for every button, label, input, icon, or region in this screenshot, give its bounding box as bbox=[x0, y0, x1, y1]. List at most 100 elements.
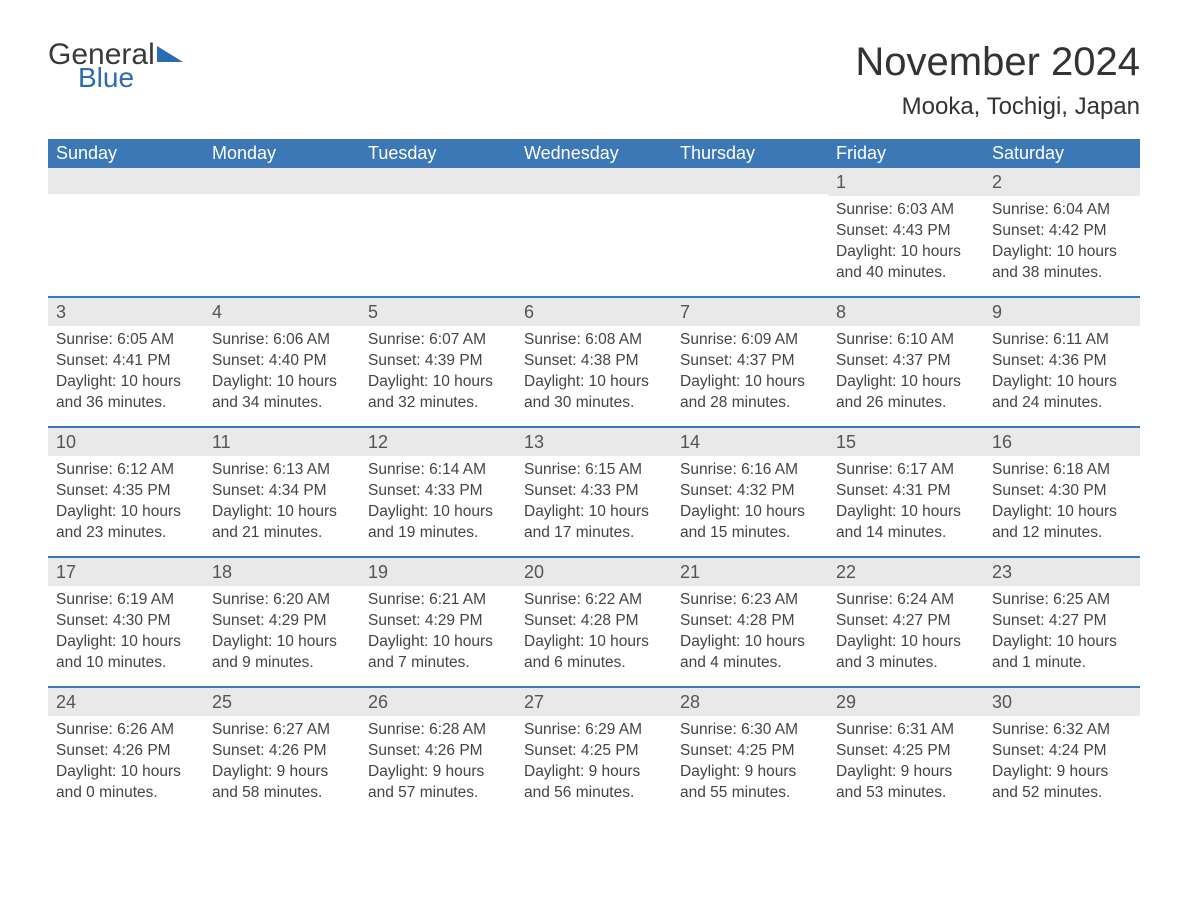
sunrise-text: Sunrise: 6:13 AM bbox=[212, 460, 352, 481]
sunrise-text: Sunrise: 6:28 AM bbox=[368, 720, 508, 741]
day-details: Sunrise: 6:10 AMSunset: 4:37 PMDaylight:… bbox=[828, 326, 984, 426]
day-number: 15 bbox=[828, 428, 984, 456]
sunset-text: Sunset: 4:42 PM bbox=[992, 221, 1132, 242]
calendar-cell: 23Sunrise: 6:25 AMSunset: 4:27 PMDayligh… bbox=[984, 558, 1140, 686]
daylight-text: Daylight: 10 hours and 7 minutes. bbox=[368, 632, 508, 674]
calendar-cell: 6Sunrise: 6:08 AMSunset: 4:38 PMDaylight… bbox=[516, 298, 672, 426]
weekday-header: Tuesday bbox=[360, 139, 516, 168]
day-number: 17 bbox=[48, 558, 204, 586]
day-details: Sunrise: 6:23 AMSunset: 4:28 PMDaylight:… bbox=[672, 586, 828, 686]
month-title: November 2024 bbox=[855, 40, 1140, 85]
sunset-text: Sunset: 4:43 PM bbox=[836, 221, 976, 242]
brand-line2: Blue bbox=[78, 64, 185, 92]
sunset-text: Sunset: 4:27 PM bbox=[836, 611, 976, 632]
sunset-text: Sunset: 4:41 PM bbox=[56, 351, 196, 372]
day-details: Sunrise: 6:06 AMSunset: 4:40 PMDaylight:… bbox=[204, 326, 360, 426]
calendar-cell bbox=[360, 168, 516, 296]
day-details: Sunrise: 6:17 AMSunset: 4:31 PMDaylight:… bbox=[828, 456, 984, 556]
day-number: 24 bbox=[48, 688, 204, 716]
day-details: Sunrise: 6:12 AMSunset: 4:35 PMDaylight:… bbox=[48, 456, 204, 556]
day-details: Sunrise: 6:30 AMSunset: 4:25 PMDaylight:… bbox=[672, 716, 828, 816]
daylight-text: Daylight: 10 hours and 23 minutes. bbox=[56, 502, 196, 544]
day-number: 2 bbox=[984, 168, 1140, 196]
sunrise-text: Sunrise: 6:29 AM bbox=[524, 720, 664, 741]
calendar-cell: 22Sunrise: 6:24 AMSunset: 4:27 PMDayligh… bbox=[828, 558, 984, 686]
weekday-header: Monday bbox=[204, 139, 360, 168]
day-details: Sunrise: 6:22 AMSunset: 4:28 PMDaylight:… bbox=[516, 586, 672, 686]
day-number bbox=[516, 168, 672, 194]
daylight-text: Daylight: 10 hours and 15 minutes. bbox=[680, 502, 820, 544]
daylight-text: Daylight: 10 hours and 9 minutes. bbox=[212, 632, 352, 674]
daylight-text: Daylight: 10 hours and 34 minutes. bbox=[212, 372, 352, 414]
sunrise-text: Sunrise: 6:27 AM bbox=[212, 720, 352, 741]
sunset-text: Sunset: 4:26 PM bbox=[212, 741, 352, 762]
sunset-text: Sunset: 4:31 PM bbox=[836, 481, 976, 502]
calendar-cell bbox=[672, 168, 828, 296]
sunrise-text: Sunrise: 6:24 AM bbox=[836, 590, 976, 611]
calendar-cell: 27Sunrise: 6:29 AMSunset: 4:25 PMDayligh… bbox=[516, 688, 672, 816]
calendar-week: 17Sunrise: 6:19 AMSunset: 4:30 PMDayligh… bbox=[48, 556, 1140, 686]
sunrise-text: Sunrise: 6:11 AM bbox=[992, 330, 1132, 351]
calendar-cell: 4Sunrise: 6:06 AMSunset: 4:40 PMDaylight… bbox=[204, 298, 360, 426]
day-number: 29 bbox=[828, 688, 984, 716]
daylight-text: Daylight: 10 hours and 10 minutes. bbox=[56, 632, 196, 674]
day-number: 13 bbox=[516, 428, 672, 456]
day-details: Sunrise: 6:14 AMSunset: 4:33 PMDaylight:… bbox=[360, 456, 516, 556]
daylight-text: Daylight: 10 hours and 24 minutes. bbox=[992, 372, 1132, 414]
day-number: 19 bbox=[360, 558, 516, 586]
calendar-cell: 25Sunrise: 6:27 AMSunset: 4:26 PMDayligh… bbox=[204, 688, 360, 816]
day-details: Sunrise: 6:29 AMSunset: 4:25 PMDaylight:… bbox=[516, 716, 672, 816]
day-number: 30 bbox=[984, 688, 1140, 716]
sunset-text: Sunset: 4:24 PM bbox=[992, 741, 1132, 762]
sunrise-text: Sunrise: 6:06 AM bbox=[212, 330, 352, 351]
day-number: 11 bbox=[204, 428, 360, 456]
day-details: Sunrise: 6:13 AMSunset: 4:34 PMDaylight:… bbox=[204, 456, 360, 556]
weekday-header: Thursday bbox=[672, 139, 828, 168]
weekday-header: Saturday bbox=[984, 139, 1140, 168]
sunset-text: Sunset: 4:26 PM bbox=[56, 741, 196, 762]
calendar-cell: 10Sunrise: 6:12 AMSunset: 4:35 PMDayligh… bbox=[48, 428, 204, 556]
day-details: Sunrise: 6:03 AMSunset: 4:43 PMDaylight:… bbox=[828, 196, 984, 296]
sunrise-text: Sunrise: 6:05 AM bbox=[56, 330, 196, 351]
calendar-cell: 15Sunrise: 6:17 AMSunset: 4:31 PMDayligh… bbox=[828, 428, 984, 556]
day-number bbox=[204, 168, 360, 194]
daylight-text: Daylight: 10 hours and 40 minutes. bbox=[836, 242, 976, 284]
daylight-text: Daylight: 10 hours and 0 minutes. bbox=[56, 762, 196, 804]
daylight-text: Daylight: 10 hours and 21 minutes. bbox=[212, 502, 352, 544]
daylight-text: Daylight: 10 hours and 38 minutes. bbox=[992, 242, 1132, 284]
calendar-cell: 20Sunrise: 6:22 AMSunset: 4:28 PMDayligh… bbox=[516, 558, 672, 686]
daylight-text: Daylight: 10 hours and 36 minutes. bbox=[56, 372, 196, 414]
brand-logo: General Blue bbox=[48, 40, 185, 92]
day-number: 20 bbox=[516, 558, 672, 586]
sunrise-text: Sunrise: 6:19 AM bbox=[56, 590, 196, 611]
day-number: 10 bbox=[48, 428, 204, 456]
calendar-cell: 8Sunrise: 6:10 AMSunset: 4:37 PMDaylight… bbox=[828, 298, 984, 426]
sunrise-text: Sunrise: 6:09 AM bbox=[680, 330, 820, 351]
calendar: SundayMondayTuesdayWednesdayThursdayFrid… bbox=[48, 139, 1140, 816]
day-details: Sunrise: 6:04 AMSunset: 4:42 PMDaylight:… bbox=[984, 196, 1140, 296]
sunset-text: Sunset: 4:25 PM bbox=[836, 741, 976, 762]
day-number: 28 bbox=[672, 688, 828, 716]
day-details: Sunrise: 6:16 AMSunset: 4:32 PMDaylight:… bbox=[672, 456, 828, 556]
calendar-cell: 24Sunrise: 6:26 AMSunset: 4:26 PMDayligh… bbox=[48, 688, 204, 816]
calendar-cell: 29Sunrise: 6:31 AMSunset: 4:25 PMDayligh… bbox=[828, 688, 984, 816]
calendar-cell: 12Sunrise: 6:14 AMSunset: 4:33 PMDayligh… bbox=[360, 428, 516, 556]
sunset-text: Sunset: 4:37 PM bbox=[836, 351, 976, 372]
day-number: 21 bbox=[672, 558, 828, 586]
calendar-cell: 1Sunrise: 6:03 AMSunset: 4:43 PMDaylight… bbox=[828, 168, 984, 296]
sunset-text: Sunset: 4:36 PM bbox=[992, 351, 1132, 372]
sunrise-text: Sunrise: 6:08 AM bbox=[524, 330, 664, 351]
day-number: 1 bbox=[828, 168, 984, 196]
weekday-header: Sunday bbox=[48, 139, 204, 168]
sunset-text: Sunset: 4:33 PM bbox=[368, 481, 508, 502]
sunset-text: Sunset: 4:30 PM bbox=[992, 481, 1132, 502]
sunrise-text: Sunrise: 6:12 AM bbox=[56, 460, 196, 481]
daylight-text: Daylight: 9 hours and 58 minutes. bbox=[212, 762, 352, 804]
daylight-text: Daylight: 10 hours and 14 minutes. bbox=[836, 502, 976, 544]
sunset-text: Sunset: 4:26 PM bbox=[368, 741, 508, 762]
sunset-text: Sunset: 4:39 PM bbox=[368, 351, 508, 372]
day-details: Sunrise: 6:08 AMSunset: 4:38 PMDaylight:… bbox=[516, 326, 672, 426]
day-details: Sunrise: 6:21 AMSunset: 4:29 PMDaylight:… bbox=[360, 586, 516, 686]
daylight-text: Daylight: 10 hours and 1 minute. bbox=[992, 632, 1132, 674]
calendar-cell: 18Sunrise: 6:20 AMSunset: 4:29 PMDayligh… bbox=[204, 558, 360, 686]
